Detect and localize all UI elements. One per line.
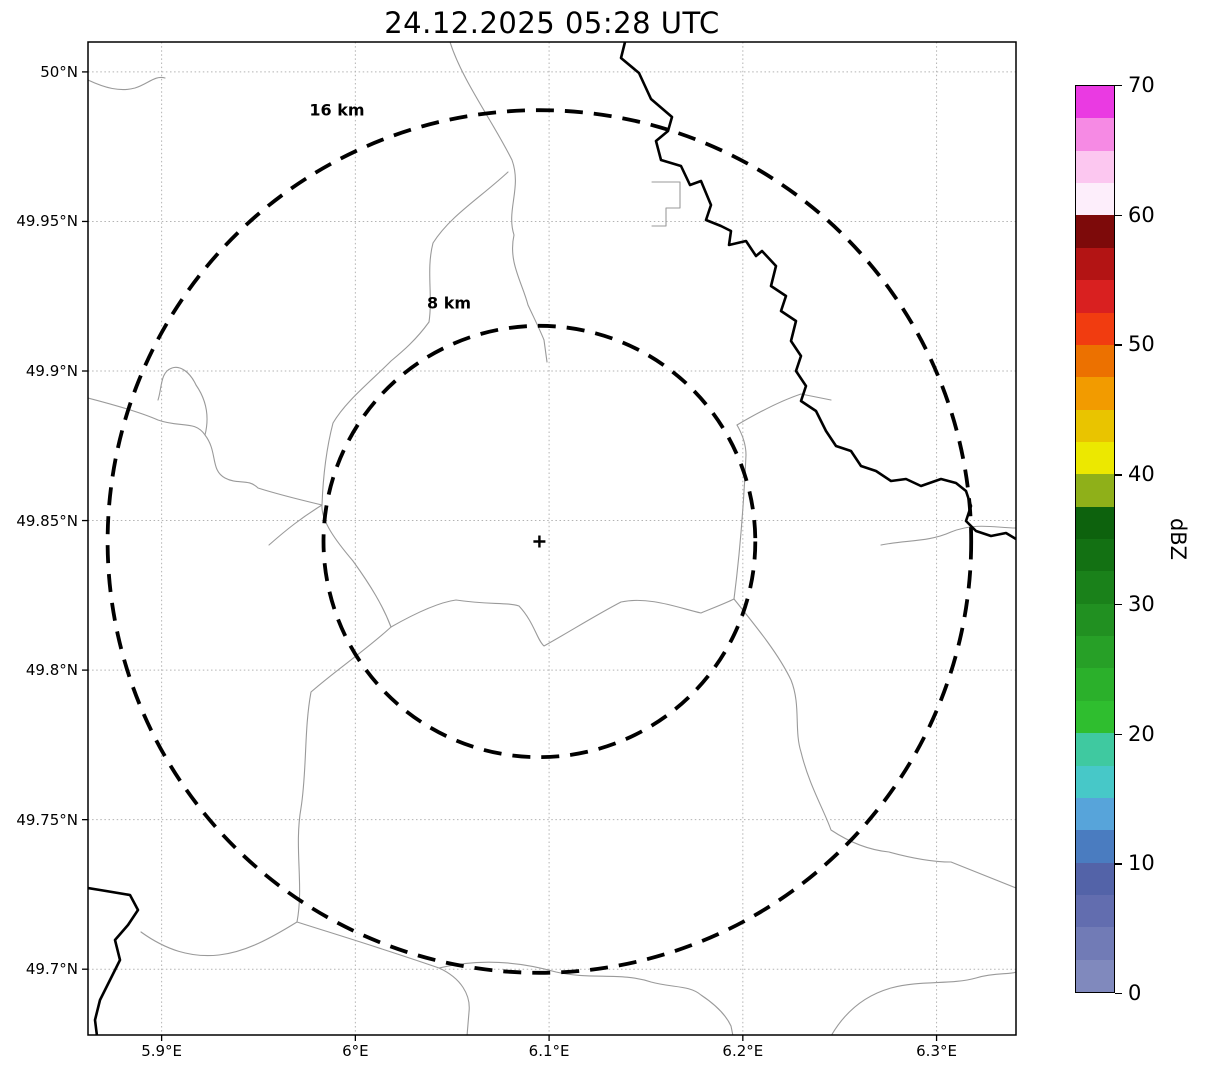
- colorbar-segment: [1076, 927, 1114, 960]
- colorbar-segment: [1076, 118, 1114, 151]
- radar-site-marker: [533, 535, 546, 548]
- colorbar-tick-mark: [1115, 993, 1122, 995]
- colorbar-tick-label: 40: [1128, 462, 1155, 487]
- colorbar-tick-label: 50: [1128, 332, 1155, 357]
- y-tick-label: 49.7°N: [25, 960, 78, 979]
- colorbar-segment: [1076, 377, 1114, 410]
- admin-boundary: [296, 921, 470, 1035]
- country-border-southwest: [88, 886, 140, 1035]
- admin-boundary: [733, 598, 1016, 889]
- colorbar-tick-label: 0: [1128, 981, 1142, 1005]
- x-tick-label: 6.3°E: [916, 1042, 957, 1060]
- colorbar-tick-mark: [1115, 214, 1122, 217]
- colorbar-segment: [1076, 797, 1114, 831]
- colorbar-segment: [1076, 733, 1114, 766]
- admin-boundary: [321, 171, 509, 628]
- x-tick-label: 6°E: [342, 1042, 369, 1060]
- grid-layer: [88, 42, 1016, 1035]
- colorbar-segment: [1076, 830, 1114, 863]
- figure-title: 24.12.2025 05:28 UTC: [384, 6, 720, 40]
- y-tick-label: 49.9°N: [25, 362, 78, 380]
- x-tick-label: 6.1°E: [528, 1042, 570, 1060]
- colorbar-tick-mark: [1115, 733, 1122, 735]
- range-ring-8km: [321, 323, 758, 760]
- colorbar-tick-label: 10: [1128, 851, 1155, 876]
- colorbar-segment: [1076, 150, 1114, 184]
- colorbar-tick-label: 30: [1128, 591, 1155, 616]
- colorbar-segment: [1076, 636, 1114, 669]
- colorbar-segment: [1076, 959, 1114, 992]
- plot-frame: [87, 41, 1017, 1036]
- admin-boundary: [88, 76, 166, 91]
- axis-ticks-layer: [82, 71, 938, 1041]
- colorbar-tick-mark: [1115, 863, 1122, 865]
- colorbar-segment: [1076, 700, 1114, 734]
- y-tick-label: 49.85°N: [16, 511, 78, 530]
- colorbar-segment: [1076, 86, 1114, 119]
- admin-boundary: [438, 961, 734, 1035]
- colorbar-segment: [1076, 441, 1114, 475]
- admin-boundary: [296, 626, 392, 923]
- colorbar-tick-mark: [1115, 474, 1122, 476]
- colorbar-segment: [1076, 247, 1114, 281]
- admin-boundary: [140, 921, 298, 957]
- x-tick-label: 5.9°E: [141, 1042, 183, 1060]
- colorbar-segment: [1076, 312, 1114, 345]
- colorbar-tick-label: 60: [1128, 202, 1155, 227]
- colorbar-segment: [1076, 280, 1114, 313]
- admin-boundary: [268, 504, 323, 546]
- colorbar-segment: [1076, 474, 1114, 507]
- colorbar-segment: [1076, 668, 1114, 701]
- admin-boundary: [390, 598, 735, 647]
- admin-boundary: [157, 366, 208, 436]
- colorbar-segment: [1076, 862, 1114, 895]
- y-tick-label: 49.95°N: [16, 212, 78, 231]
- colorbar-segment: [1076, 183, 1114, 216]
- colorbar-segment: [1076, 215, 1114, 248]
- colorbar-segment: [1076, 765, 1114, 798]
- colorbar-tick-label: 70: [1128, 73, 1155, 97]
- y-tick-label: 49.8°N: [25, 661, 78, 680]
- x-tick-label: 6.2°E: [722, 1042, 764, 1060]
- colorbar-tick-mark: [1115, 603, 1122, 606]
- country-border-river: [619, 42, 1016, 541]
- colorbar-segment: [1076, 894, 1114, 928]
- range-ring-label-8km: 8 km: [426, 293, 472, 313]
- colorbar-tick-mark: [1115, 85, 1122, 87]
- colorbar-segment: [1076, 506, 1114, 539]
- admin-boundary: [880, 525, 1016, 546]
- colorbar-tick-label: 20: [1128, 721, 1155, 746]
- colorbar-segment: [1076, 539, 1114, 572]
- colorbar-segment: [1076, 409, 1114, 442]
- y-tick-label: 49.75°N: [16, 810, 78, 829]
- range-ring-16km: [105, 108, 974, 975]
- colorbar-segment: [1076, 571, 1114, 604]
- colorbar: [1075, 85, 1115, 993]
- boundary-layer: [88, 42, 1016, 1035]
- range-ring-label-16km: 16 km: [309, 100, 365, 120]
- admin-boundary: [88, 397, 323, 506]
- colorbar-axis-label: dBZ: [1166, 517, 1190, 561]
- admin-boundary: [651, 181, 681, 227]
- colorbar-segment: [1076, 603, 1114, 637]
- colorbar-segment: [1076, 344, 1114, 378]
- colorbar-tick-mark: [1115, 344, 1122, 346]
- admin-boundary: [830, 971, 1016, 1035]
- admin-boundary: [736, 393, 832, 426]
- range-rings-layer: [105, 108, 974, 975]
- y-tick-label: 50°N: [40, 62, 78, 81]
- admin-boundary: [449, 42, 548, 363]
